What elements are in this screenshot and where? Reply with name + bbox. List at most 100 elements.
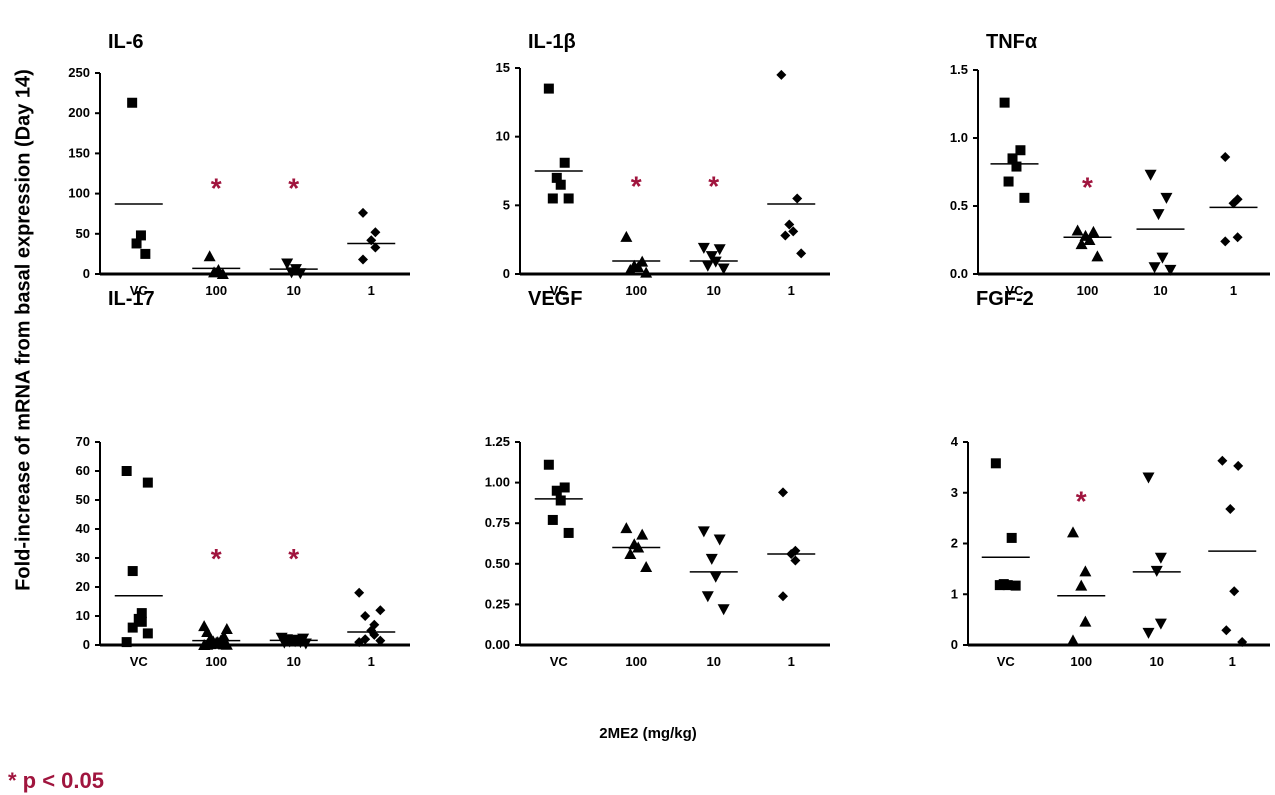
x-tick-label: 10	[1150, 654, 1164, 669]
data-point-triangle-up	[198, 639, 211, 650]
data-point-square	[131, 238, 142, 249]
data-point-triangle-up	[1079, 565, 1092, 577]
data-point-triangle-down	[713, 534, 726, 546]
data-point-triangle-up	[1087, 225, 1100, 237]
data-point-diamond	[776, 69, 787, 80]
data-point-triangle-down	[285, 267, 298, 279]
chart-panel: TNFα 0.0 0.5 1.0 1.5 VC 100 10 1 *	[950, 31, 1270, 298]
data-point-triangle-up	[220, 623, 233, 635]
data-point-diamond	[790, 555, 801, 566]
significance-asterisk: *	[708, 171, 719, 202]
x-tick-label: 1	[1230, 283, 1237, 298]
data-point-triangle-down	[1142, 627, 1155, 639]
y-tick-label: 0	[83, 637, 90, 652]
y-tick-label: 4	[951, 434, 959, 449]
data-point-triangle-up	[620, 522, 633, 534]
x-tick-label: 1	[368, 654, 375, 669]
data-point-square	[543, 459, 554, 470]
y-tick-label: 15	[496, 60, 510, 75]
data-point-square	[140, 248, 151, 259]
y-tick-label: 3	[951, 485, 958, 500]
data-point-square	[555, 495, 566, 506]
data-point-triangle-up	[624, 263, 637, 275]
data-point-diamond	[1229, 586, 1240, 597]
data-point-square	[555, 179, 566, 190]
data-point-square	[1019, 192, 1030, 203]
y-tick-label: 0	[83, 266, 90, 281]
data-point-square	[543, 83, 554, 94]
data-point-square	[136, 608, 147, 619]
data-point-triangle-down	[1160, 192, 1173, 204]
y-tick-label: 1	[951, 586, 958, 601]
data-point-triangle-down	[705, 553, 718, 565]
data-point-diamond	[375, 605, 386, 616]
y-tick-label: 1.0	[950, 130, 968, 145]
data-point-diamond	[1217, 455, 1228, 466]
data-point-square	[547, 193, 558, 204]
x-tick-label: VC	[130, 283, 149, 298]
data-point-square	[1011, 161, 1022, 172]
data-point-triangle-up	[1067, 526, 1079, 538]
data-point-diamond	[784, 219, 795, 230]
data-point-diamond	[792, 193, 803, 204]
x-axis-label: 2ME2 (mg/kg)	[599, 725, 697, 742]
y-tick-label: 1.25	[485, 434, 510, 449]
data-point-diamond	[358, 207, 368, 218]
x-tick-label: 100	[625, 283, 647, 298]
data-point-diamond	[358, 254, 368, 265]
data-point-square	[121, 466, 132, 476]
data-point-triangle-down	[1148, 262, 1161, 274]
x-tick-label: 1	[788, 283, 795, 298]
y-tick-label: 40	[76, 521, 90, 536]
x-tick-label: 10	[707, 283, 721, 298]
data-point-triangle-up	[1071, 224, 1084, 236]
data-point-diamond	[375, 635, 386, 646]
y-tick-label: 200	[68, 105, 90, 120]
x-tick-label: 10	[1153, 283, 1167, 298]
chart-panel: FGF-2 0 1 2 3 4 VC 100 10 1 *	[951, 288, 1270, 669]
data-point-diamond	[360, 611, 371, 621]
y-tick-label: 50	[76, 226, 90, 241]
y-tick-label: 50	[76, 492, 90, 507]
data-point-square	[127, 622, 138, 633]
chart-title: VEGF	[528, 288, 582, 310]
data-point-diamond	[354, 637, 365, 648]
chart-panel: IL-6 0 50 100 150 200 250 VC 100 10 1 * *	[68, 31, 410, 298]
data-point-square	[135, 230, 146, 241]
x-tick-label: 10	[287, 654, 301, 669]
significance-footnote: * p < 0.05	[8, 768, 104, 793]
data-point-triangle-up	[1075, 579, 1088, 591]
data-point-triangle-down	[717, 604, 730, 616]
data-point-square	[1002, 580, 1013, 591]
chart-title: IL-1β	[528, 31, 576, 53]
y-tick-label: 0.00	[485, 637, 510, 652]
data-point-diamond	[1220, 152, 1231, 163]
x-tick-label: 100	[625, 654, 647, 669]
data-point-square	[563, 193, 574, 204]
y-tick-label: 0.75	[485, 515, 510, 530]
data-point-triangle-down	[697, 526, 710, 538]
y-tick-label: 5	[503, 197, 510, 212]
data-point-diamond	[1233, 460, 1244, 471]
data-point-square	[547, 514, 558, 525]
y-tick-label: 60	[76, 463, 90, 478]
data-point-triangle-down	[701, 591, 714, 603]
data-point-triangle-up	[632, 261, 645, 273]
y-tick-label: 150	[68, 145, 90, 160]
data-point-triangle-down	[299, 638, 312, 650]
x-tick-label: 1	[1229, 654, 1236, 669]
data-point-diamond	[796, 248, 807, 259]
data-point-triangle-down	[281, 258, 294, 270]
data-point-diamond	[1225, 503, 1236, 514]
y-tick-label: 1.00	[485, 475, 510, 490]
data-point-diamond	[1228, 198, 1239, 209]
x-tick-label: 1	[788, 654, 795, 669]
chart-panel: IL-1β 0 5 10 15 VC 100 10 1 * *	[496, 31, 830, 298]
data-point-triangle-up	[1091, 250, 1104, 262]
data-point-triangle-down	[1142, 472, 1155, 484]
y-tick-label: 70	[76, 434, 90, 449]
data-point-triangle-down	[1152, 209, 1165, 221]
y-tick-label: 0	[951, 637, 958, 652]
data-point-square	[551, 485, 562, 496]
